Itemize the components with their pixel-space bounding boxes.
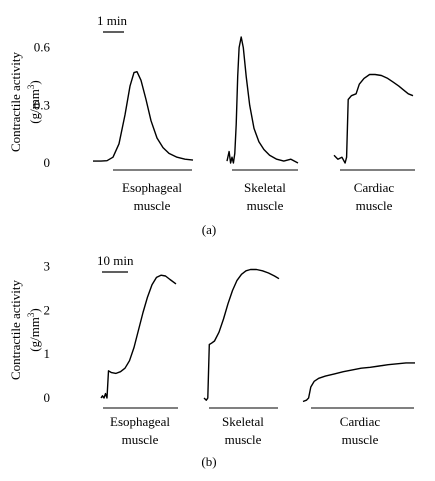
panel-a-yticks: 0 0.3 0.6 — [34, 40, 51, 170]
panel-a-trace-3 — [333, 73, 414, 164]
panel-b-label: (b) — [201, 454, 216, 469]
panel-a-traces — [93, 36, 414, 164]
panel-b-traces — [100, 268, 415, 403]
panel-a-category-2-line2: muscle — [247, 198, 284, 213]
panel-b-ylabel-line2: (g/mm3) — [26, 308, 42, 352]
panel-b-ytick-0: 0 — [44, 390, 51, 405]
panel-a-category-1-line1: Esophageal — [122, 180, 182, 195]
panel-a-category-2-line1: Skeletal — [244, 180, 286, 195]
panel-b-category-1-line1: Esophageal — [110, 414, 170, 429]
panel-a-ytick-0: 0 — [44, 155, 51, 170]
panel-b-ylabel-sup: 3 — [26, 312, 36, 317]
panel-a-category-3-line2: muscle — [356, 198, 393, 213]
panel-b-trace-3 — [302, 362, 415, 403]
panel-b-ytick-2: 2 — [44, 302, 51, 317]
panel-b-ytick-1: 1 — [44, 346, 51, 361]
panel-a-ylabel-close: ) — [27, 80, 42, 84]
panel-b-ylabel-close: ) — [27, 308, 42, 312]
panel-b-ytick-3: 3 — [44, 258, 51, 273]
panel-b-category-2-line2: muscle — [225, 432, 262, 447]
panel-a-scale-label: 1 min — [97, 13, 127, 28]
panel-a-trace-1 — [93, 71, 194, 162]
panel-b-ylabel-line1: Contractile activity — [8, 280, 23, 380]
panel-a-ylabel-line1: Contractile activity — [8, 52, 23, 152]
panel-a-label: (a) — [202, 222, 216, 237]
panel-a-trace-2 — [226, 36, 299, 164]
panel-b-category-3-line2: muscle — [342, 432, 379, 447]
panel-b-trace-2 — [203, 268, 280, 401]
panel-a-ylabel-unit: (g/mm — [27, 89, 42, 124]
panel-b-scale-label: 10 min — [97, 253, 134, 268]
panel-a-ylabel-line2: (g/mm3) — [26, 80, 42, 124]
panel-a-ytick-1: 0.3 — [34, 97, 50, 112]
panel-a-category-1-line2: muscle — [134, 198, 171, 213]
panel-b-yticks: 0 1 2 3 — [44, 258, 51, 405]
panel-b: Contractile activity (g/mm3) 10 min 0123… — [8, 253, 415, 469]
panel-a-category-3-line1: Cardiac — [354, 180, 395, 195]
panel-b-trace-1 — [100, 274, 177, 399]
panel-a-ytick-2: 0.6 — [34, 40, 51, 55]
panel-a-ylabel-sup: 3 — [26, 84, 36, 89]
panel-b-category-3-line1: Cardiac — [340, 414, 381, 429]
panel-b-ylabel-unit: (g/mm — [27, 317, 42, 352]
panel-a: Contractile activity (g/mm3) 1 min 00.30… — [8, 13, 415, 237]
panel-b-category-1-line2: muscle — [122, 432, 159, 447]
panel-b-category-2-line1: Skeletal — [222, 414, 264, 429]
